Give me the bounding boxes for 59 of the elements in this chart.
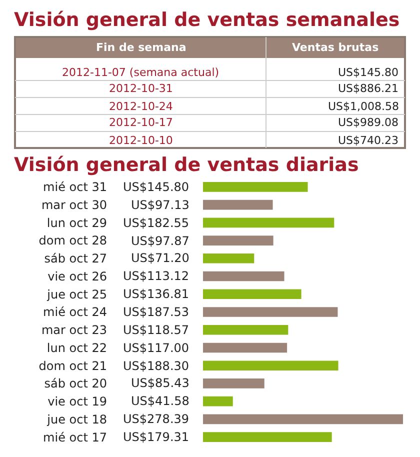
data-label: US$187.53 [123, 305, 190, 319]
data-label: US$188.30 [123, 359, 190, 373]
y-tick-label: jue oct 18 [46, 412, 107, 426]
data-label: US$41.58 [131, 394, 190, 408]
data-label: US$136.81 [123, 287, 190, 301]
data-label: US$278.39 [123, 412, 190, 426]
data-label: US$113.12 [123, 269, 190, 283]
y-tick-label: sáb oct 27 [44, 252, 107, 266]
bar [203, 271, 284, 282]
bar [203, 414, 403, 424]
y-tick-label: dom oct 21 [38, 358, 107, 373]
data-label: US$117.00 [123, 341, 190, 355]
data-label: US$97.13 [131, 198, 190, 212]
chart-title: Visión general de ventas diarias [14, 154, 359, 176]
text: US$1,008.58 [328, 100, 400, 113]
data-label: US$145.80 [123, 180, 190, 194]
bar [203, 432, 332, 442]
text: 2012-11-07 (semana actual) [62, 66, 220, 79]
text: US$145.80 [338, 66, 399, 79]
bar [203, 360, 338, 371]
text: US$740.23 [338, 134, 399, 147]
data-label: US$97.87 [131, 234, 190, 248]
bar [203, 182, 308, 192]
data-label: US$179.31 [123, 430, 190, 444]
bar [203, 236, 274, 246]
y-tick-label: vie oct 26 [48, 269, 107, 284]
bar [203, 342, 288, 353]
data-label: US$118.57 [123, 323, 190, 337]
y-tick-label: mié oct 31 [43, 180, 107, 194]
bar [203, 200, 273, 210]
bar [203, 396, 233, 406]
data-label: US$71.20 [131, 251, 190, 265]
bar [203, 307, 338, 317]
text: 2012-10-17 [109, 116, 173, 129]
text: 2012-10-10 [109, 134, 173, 147]
text: 2012-10-31 [109, 82, 173, 95]
y-tick-label: mié oct 17 [43, 430, 107, 444]
y-tick-label: mar oct 23 [41, 323, 107, 338]
bar [203, 253, 254, 264]
y-tick-label: vie oct 19 [48, 394, 107, 409]
bar [203, 218, 334, 228]
y-tick-label: sáb oct 20 [44, 376, 107, 391]
y-tick-label: mié oct 24 [43, 305, 107, 320]
y-tick-label: mar oct 30 [41, 198, 107, 212]
text: Ventas brutas [292, 41, 380, 54]
text: US$989.08 [338, 116, 399, 129]
bar [203, 324, 288, 335]
y-tick-label: lun oct 29 [46, 216, 107, 230]
data-label: US$182.55 [123, 216, 190, 230]
bar [203, 378, 264, 388]
y-tick-label: dom oct 28 [38, 234, 107, 248]
text: 2012-10-24 [109, 100, 173, 113]
text: US$886.21 [338, 82, 399, 95]
text: Visión general de ventas semanales [14, 9, 400, 31]
y-tick-label: jue oct 25 [46, 287, 107, 302]
data-label: US$85.43 [131, 376, 190, 390]
y-tick-label: lun oct 22 [46, 340, 107, 355]
bar [203, 289, 302, 300]
text: Fin de semana [96, 41, 186, 54]
